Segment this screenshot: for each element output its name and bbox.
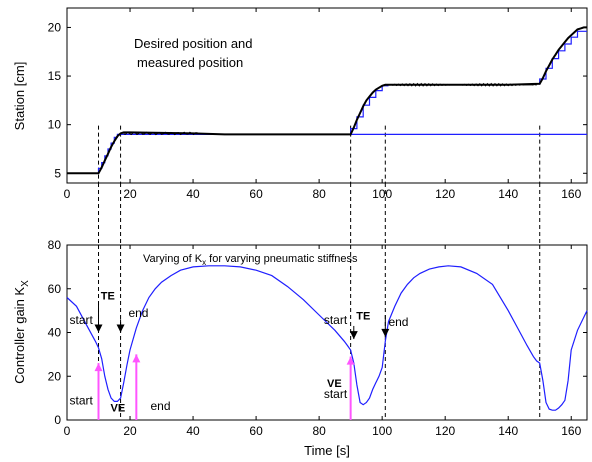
station-x-tick-label: 80	[312, 187, 326, 201]
desired-position-line	[67, 26, 587, 175]
event-label: start	[324, 313, 348, 327]
controller-gain-line	[66, 265, 588, 411]
event-label: end	[388, 315, 408, 329]
station-x-tick-label: 140	[498, 187, 518, 201]
velocity-arrow-head	[94, 363, 103, 372]
gain-y-tick-label: 40	[48, 326, 62, 340]
gain-panel: 0 20 40 60 80 100 120 140 160 0 20 40 60 80 start TE en…	[12, 183, 588, 458]
station-y-tick-label: 15	[48, 69, 62, 83]
gain-x-tick-label: 60	[249, 424, 263, 438]
gain-y-axis-label: Controller gain KX	[12, 280, 31, 384]
station-x-tick-label: 100	[372, 187, 392, 201]
measured-position-step	[350, 85, 389, 135]
event-label: start	[324, 387, 348, 401]
desired-position-noise	[385, 82, 537, 87]
event-label: VE	[110, 402, 125, 414]
station-x-tick-label: 40	[186, 187, 200, 201]
station-y-axis-label: Station [cm]	[12, 62, 27, 131]
gain-y-axis-label-sub: X	[20, 280, 31, 287]
gain-x-tick-label: 120	[435, 424, 455, 438]
station-x-tick-label: 60	[249, 187, 263, 201]
event-label: start	[70, 394, 94, 408]
station-panel: 0 20 40 60 80 100 120 140 160 5 10 15 20 Desired pos…	[12, 7, 588, 201]
station-x-tick-label: 160	[561, 187, 581, 201]
station-y-tick-label: 20	[48, 20, 62, 34]
gain-annotation-post: for varying pneumatic stiffness	[206, 253, 358, 265]
event-label: TE	[101, 291, 115, 303]
gain-annotation-pre: Varying of K	[143, 253, 203, 265]
event-arrow-head	[381, 328, 390, 337]
event-arrow-head	[349, 331, 358, 340]
gain-y-axis-label-main: Controller gain K	[12, 287, 27, 384]
gain-y-tick-label: 80	[48, 238, 62, 252]
event-arrow-head	[116, 324, 125, 333]
gain-y-tick-label: 60	[48, 282, 62, 296]
gain-x-tick-label: 0	[64, 424, 71, 438]
gain-annotation: Varying of Kx for varying pneumatic stif…	[143, 253, 358, 267]
gain-x-tick-label: 100	[372, 424, 392, 438]
station-y-tick-label: 5	[54, 166, 61, 180]
desired-position-noise	[123, 131, 198, 136]
event-label: start	[70, 313, 94, 327]
gain-x-tick-label: 160	[561, 424, 581, 438]
event-arrow-head	[94, 324, 103, 333]
gain-x-tick-label: 40	[186, 424, 200, 438]
event-label: VE	[327, 378, 342, 390]
gain-annotation-sub: x	[202, 258, 206, 267]
station-annotation-line1: Desired position and	[134, 36, 253, 51]
gain-y-tick-label: 20	[48, 369, 62, 383]
event-label: TE	[356, 310, 370, 322]
station-x-tick-label: 120	[435, 187, 455, 201]
event-label: end	[151, 399, 171, 413]
gain-x-tick-label: 140	[498, 424, 518, 438]
gain-y-tick-label: 0	[54, 413, 61, 427]
velocity-arrow-head	[346, 356, 355, 365]
gain-x-tick-label: 20	[123, 424, 137, 438]
station-x-tick-label: 0	[64, 187, 71, 201]
station-annotation-line2: measured position	[137, 55, 243, 70]
event-label: end	[128, 306, 148, 320]
velocity-arrow-head	[132, 354, 141, 363]
station-plot-area	[66, 7, 588, 184]
station-x-tick-label: 20	[123, 187, 137, 201]
station-y-tick-label: 10	[48, 118, 62, 132]
gain-x-tick-label: 80	[312, 424, 326, 438]
time-x-axis-label: Time [s]	[304, 443, 350, 458]
